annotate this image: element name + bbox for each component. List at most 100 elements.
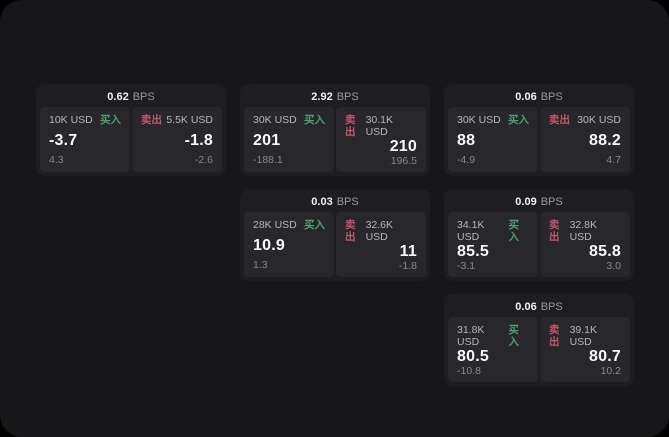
- sell-price: 85.8: [589, 243, 621, 260]
- card-header: 0.06 BPS: [448, 298, 630, 317]
- sell-panel-top: 卖出 5.5K USD: [141, 114, 213, 126]
- card-header: 0.62 BPS: [40, 88, 222, 107]
- buy-panel[interactable]: 30K USD 买入 201 -188.1: [244, 107, 334, 172]
- buy-side-label: 买入: [508, 114, 529, 126]
- sell-panel[interactable]: 卖出 39.1K USD 80.7 10.2: [540, 317, 630, 382]
- buy-panel[interactable]: 30K USD 买入 88 -4.9: [448, 107, 538, 172]
- buy-side-label: 买入: [508, 324, 519, 348]
- bps-value: 0.62: [107, 91, 129, 103]
- sell-side-label: 卖出: [345, 114, 356, 138]
- bps-unit-label: BPS: [540, 91, 563, 103]
- quote-card: 0.62 BPS 10K USD 买入 -3.7 4.3 卖出 5.5K USD…: [36, 84, 226, 176]
- buy-sell-panels: 34.1K USD 买入 85.5 -3.1 卖出 32.8K USD 85.8…: [448, 212, 630, 277]
- quote-card: 2.92 BPS 30K USD 买入 201 -188.1 卖出 30.1K …: [240, 84, 430, 176]
- sell-price: 11: [399, 243, 417, 260]
- buy-panel[interactable]: 28K USD 买入 10.9 1.3: [244, 212, 334, 277]
- buy-delta: 1.3: [253, 259, 268, 271]
- buy-size: 31.8K USD: [457, 324, 485, 348]
- sell-panel-top: 卖出 32.6K USD: [345, 219, 417, 243]
- sell-size: 30.1K USD: [365, 114, 394, 138]
- sell-panel[interactable]: 卖出 5.5K USD -1.8 -2.6: [132, 107, 222, 172]
- card-header: 0.03 BPS: [244, 193, 426, 212]
- card-header: 2.92 BPS: [244, 88, 426, 107]
- buy-size: 10K USD: [49, 114, 93, 126]
- bps-value: 0.03: [311, 196, 333, 208]
- buy-side-label: 买入: [508, 219, 519, 243]
- bps-value: 2.92: [311, 91, 333, 103]
- bps-unit-label: BPS: [336, 91, 359, 103]
- bps-value: 0.06: [515, 91, 537, 103]
- buy-delta: -3.1: [457, 260, 476, 272]
- buy-sell-panels: 28K USD 买入 10.9 1.3 卖出 32.6K USD 11 -1.8: [244, 212, 426, 277]
- buy-panel-top: 31.8K USD 买入: [457, 324, 529, 348]
- buy-size: 30K USD: [253, 114, 297, 126]
- sell-panel[interactable]: 卖出 30K USD 88.2 4.7: [540, 107, 630, 172]
- buy-price: 10.9: [253, 236, 285, 254]
- buy-price: 85.5: [457, 243, 489, 260]
- buy-price: 201: [253, 131, 281, 149]
- buy-panel-top: 30K USD 买入: [457, 114, 529, 126]
- sell-delta: 3.0: [606, 260, 621, 272]
- sell-panel[interactable]: 卖出 30.1K USD 210 196.5: [336, 107, 426, 172]
- buy-delta: -10.8: [457, 365, 481, 377]
- sell-panel-top: 卖出 32.8K USD: [549, 219, 621, 243]
- sell-side-label: 卖出: [549, 114, 570, 126]
- sell-delta: 196.5: [390, 155, 417, 167]
- quote-card: 0.09 BPS 34.1K USD 买入 85.5 -3.1 卖出 32.8K…: [444, 189, 634, 281]
- bps-value: 0.09: [515, 196, 537, 208]
- sell-price: 88.2: [589, 131, 621, 149]
- buy-delta: 4.3: [49, 154, 64, 166]
- bps-value: 0.06: [515, 301, 537, 313]
- bps-unit-label: BPS: [132, 91, 155, 103]
- sell-size: 5.5K USD: [166, 114, 213, 126]
- bps-unit-label: BPS: [336, 196, 359, 208]
- buy-panel[interactable]: 10K USD 买入 -3.7 4.3: [40, 107, 130, 172]
- buy-side-label: 买入: [304, 219, 325, 231]
- sell-size: 32.8K USD: [569, 219, 598, 243]
- card-header: 0.09 BPS: [448, 193, 630, 212]
- buy-sell-panels: 10K USD 买入 -3.7 4.3 卖出 5.5K USD -1.8 -2.…: [40, 107, 222, 172]
- buy-price: 88: [457, 131, 476, 149]
- buy-price: -3.7: [49, 131, 78, 149]
- buy-side-label: 买入: [100, 114, 121, 126]
- sell-side-label: 卖出: [549, 324, 560, 348]
- sell-price: -1.8: [184, 131, 213, 149]
- buy-delta: -188.1: [253, 154, 283, 166]
- buy-size: 34.1K USD: [457, 219, 485, 243]
- buy-price: 80.5: [457, 348, 489, 365]
- sell-panel-top: 卖出 30.1K USD: [345, 114, 417, 138]
- quote-card: 0.06 BPS 30K USD 买入 88 -4.9 卖出 30K USD 8…: [444, 84, 634, 176]
- quote-card: 0.03 BPS 28K USD 买入 10.9 1.3 卖出 32.6K US…: [240, 189, 430, 281]
- buy-delta: -4.9: [457, 154, 476, 166]
- buy-panel-top: 30K USD 买入: [253, 114, 325, 126]
- sell-panel[interactable]: 卖出 32.6K USD 11 -1.8: [336, 212, 426, 277]
- sell-size: 32.6K USD: [365, 219, 394, 243]
- buy-panel-top: 28K USD 买入: [253, 219, 325, 231]
- quote-cards-grid: 0.62 BPS 10K USD 买入 -3.7 4.3 卖出 5.5K USD…: [36, 84, 634, 386]
- buy-panel[interactable]: 34.1K USD 买入 85.5 -3.1: [448, 212, 538, 277]
- sell-size: 39.1K USD: [569, 324, 598, 348]
- buy-sell-panels: 30K USD 买入 201 -188.1 卖出 30.1K USD 210 1…: [244, 107, 426, 172]
- buy-size: 30K USD: [457, 114, 501, 126]
- buy-panel-top: 34.1K USD 买入: [457, 219, 529, 243]
- sell-delta: 4.7: [606, 154, 621, 166]
- buy-sell-panels: 30K USD 买入 88 -4.9 卖出 30K USD 88.2 4.7: [448, 107, 630, 172]
- bps-unit-label: BPS: [540, 301, 563, 313]
- buy-panel[interactable]: 31.8K USD 买入 80.5 -10.8: [448, 317, 538, 382]
- sell-panel[interactable]: 卖出 32.8K USD 85.8 3.0: [540, 212, 630, 277]
- sell-side-label: 卖出: [345, 219, 356, 243]
- sell-price: 80.7: [589, 348, 621, 365]
- sell-panel-top: 卖出 30K USD: [549, 114, 621, 126]
- card-header: 0.06 BPS: [448, 88, 630, 107]
- sell-panel-top: 卖出 39.1K USD: [549, 324, 621, 348]
- sell-delta: -1.8: [398, 260, 417, 272]
- sell-side-label: 卖出: [141, 114, 162, 126]
- buy-panel-top: 10K USD 买入: [49, 114, 121, 126]
- buy-side-label: 买入: [304, 114, 325, 126]
- bps-unit-label: BPS: [540, 196, 563, 208]
- sell-delta: -2.6: [194, 154, 213, 166]
- sell-price: 210: [389, 138, 417, 155]
- buy-sell-panels: 31.8K USD 买入 80.5 -10.8 卖出 39.1K USD 80.…: [448, 317, 630, 382]
- sell-size: 30K USD: [577, 114, 621, 126]
